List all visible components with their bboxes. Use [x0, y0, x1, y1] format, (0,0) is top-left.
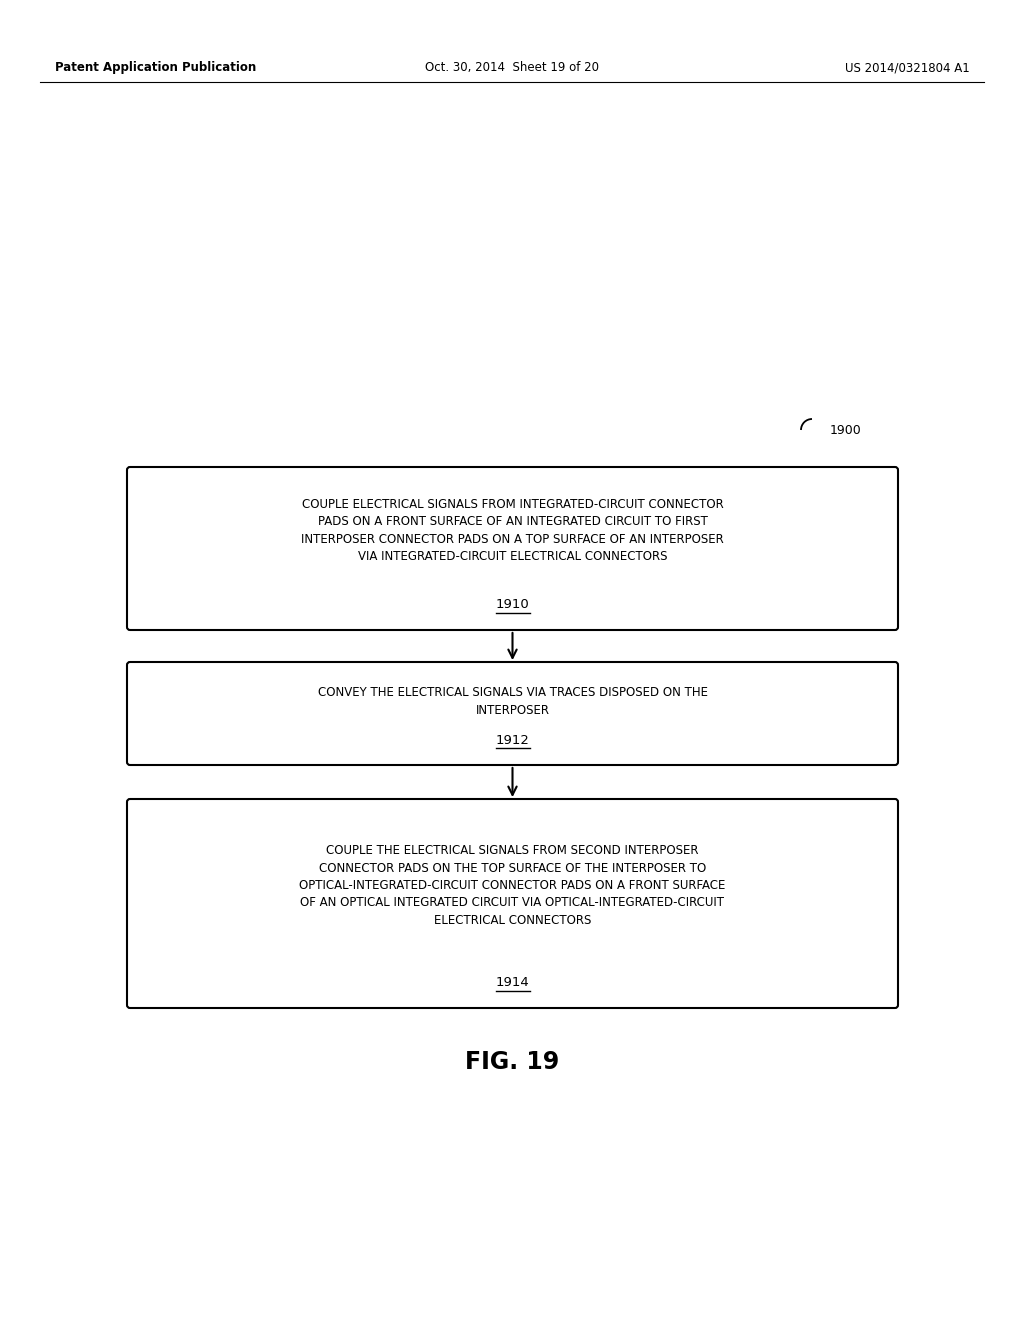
FancyBboxPatch shape	[127, 663, 898, 766]
Text: 1910: 1910	[496, 598, 529, 611]
Text: Oct. 30, 2014  Sheet 19 of 20: Oct. 30, 2014 Sheet 19 of 20	[425, 62, 599, 74]
Text: 1912: 1912	[496, 734, 529, 747]
Text: CONVEY THE ELECTRICAL SIGNALS VIA TRACES DISPOSED ON THE
INTERPOSER: CONVEY THE ELECTRICAL SIGNALS VIA TRACES…	[317, 686, 708, 717]
Text: 1914: 1914	[496, 977, 529, 990]
Text: COUPLE THE ELECTRICAL SIGNALS FROM SECOND INTERPOSER
CONNECTOR PADS ON THE TOP S: COUPLE THE ELECTRICAL SIGNALS FROM SECON…	[299, 843, 726, 927]
Text: Patent Application Publication: Patent Application Publication	[55, 62, 256, 74]
Text: US 2014/0321804 A1: US 2014/0321804 A1	[845, 62, 970, 74]
Text: 1900: 1900	[830, 424, 862, 437]
FancyBboxPatch shape	[127, 467, 898, 630]
Text: FIG. 19: FIG. 19	[465, 1049, 560, 1074]
Text: COUPLE ELECTRICAL SIGNALS FROM INTEGRATED-CIRCUIT CONNECTOR
PADS ON A FRONT SURF: COUPLE ELECTRICAL SIGNALS FROM INTEGRATE…	[301, 498, 724, 564]
FancyBboxPatch shape	[127, 799, 898, 1008]
